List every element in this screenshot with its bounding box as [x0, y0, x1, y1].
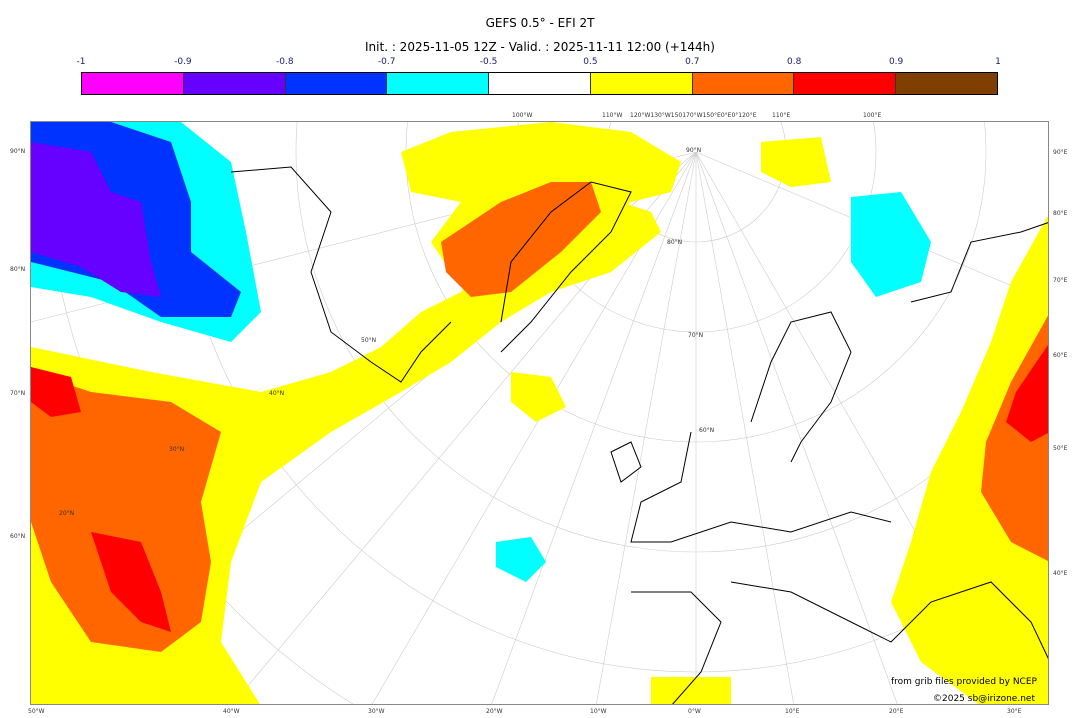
graticule-label: 50°E [1053, 445, 1068, 452]
graticule-label: 20°E [889, 708, 904, 715]
map-svg [31, 122, 1048, 704]
colorbar-tick: -0.7 [377, 57, 396, 67]
graticule-label: 100°E [863, 112, 882, 119]
graticule-label: 100°W [512, 112, 533, 119]
region-yellow-iberia [651, 677, 731, 704]
graticule-label: 20°W [486, 708, 503, 715]
graticule-label: 30°W [368, 708, 385, 715]
graticule-label: 110°W [602, 112, 623, 119]
colorbar-segment [285, 73, 388, 94]
region-purple-west [31, 142, 161, 297]
credit-copyright: ©2025 sb@irizone.net [933, 694, 1035, 704]
colorbar-segment [590, 73, 693, 94]
colorbar-segment [794, 73, 897, 94]
graticule-label: 80°N [667, 239, 683, 246]
credit-source: from grib files provided by NCEP [891, 677, 1037, 687]
colorbar-segment [387, 73, 490, 94]
graticule-label: 40°W [223, 708, 240, 715]
graticule-label: 60°E [1053, 352, 1068, 359]
region-red-atlantic-2 [31, 367, 81, 417]
colorbar-tick: 0.8 [787, 57, 802, 67]
graticule-label: 90°N [10, 148, 26, 155]
graticule-label: 30°N [169, 446, 185, 453]
graticule-label: 20°N [59, 510, 75, 517]
coastlines [230, 166, 1048, 704]
graticule-label: 70°N [10, 390, 26, 397]
region-red-east [1006, 344, 1048, 442]
graticule-label: 70°N [688, 332, 704, 339]
colorbar-tick: -1 [76, 57, 86, 67]
graticule-label: 80°N [10, 266, 26, 273]
graticule-label: 50°W [28, 708, 45, 715]
graticule-label: 70°E [1053, 277, 1068, 284]
colorbar [81, 72, 998, 95]
graticule-label: 60°N [699, 427, 715, 434]
graticule-label: 90°E [1053, 149, 1068, 156]
region-cyan-small [496, 537, 546, 582]
graticule-label: 40°E [1053, 570, 1068, 577]
colorbar-segment [489, 73, 591, 94]
colorbar-segment [896, 73, 998, 94]
graticule-label: 90°N [686, 147, 702, 154]
colorbar-tick: 0.7 [685, 57, 700, 67]
chart-subtitle: Init. : 2025-11-05 12Z - Valid. : 2025-1… [365, 40, 715, 54]
colorbar-tick: 1 [995, 57, 1001, 67]
region-yellow-siberia [761, 137, 831, 187]
colorbar-segment [183, 73, 286, 94]
graticule-label: 60°N [10, 533, 26, 540]
region-orange-atlantic [31, 372, 221, 652]
graticule-label: 10°W [590, 708, 607, 715]
region-red-atlantic [91, 532, 171, 632]
colorbar-tick: -0.9 [174, 57, 192, 67]
colorbar-segment [82, 73, 184, 94]
colorbar-tick: 0.9 [888, 57, 904, 67]
region-yellow-east [891, 215, 1048, 704]
region-cyan-russia [851, 192, 931, 297]
region-yellow-small [511, 372, 566, 422]
map-panel: 90°N 80°N 70°N 60°N 50°N 40°N 30°N 20°N [30, 121, 1049, 705]
graticule-label: 50°N [361, 337, 377, 344]
graticule-label: 120°W130°W150170°W150°E0°E0°120°E [630, 112, 757, 119]
graticule-label: 40°N [269, 390, 285, 397]
region-orange-greenland [441, 182, 601, 297]
colorbar-tick: -0.5 [479, 57, 498, 67]
graticule-label: 0°W [688, 708, 701, 715]
graticule-label: 110°E [772, 112, 791, 119]
graticule-label: 10°E [785, 708, 800, 715]
efi-field [31, 122, 1048, 704]
colorbar-tick: 0.5 [583, 57, 598, 67]
graticule-label: 30°E [1007, 708, 1022, 715]
colorbar-tick: -0.8 [275, 57, 294, 67]
graticule-label: 80°E [1053, 210, 1068, 217]
colorbar-segment [692, 73, 795, 94]
chart-title: GEFS 0.5° - EFI 2T [485, 16, 595, 30]
